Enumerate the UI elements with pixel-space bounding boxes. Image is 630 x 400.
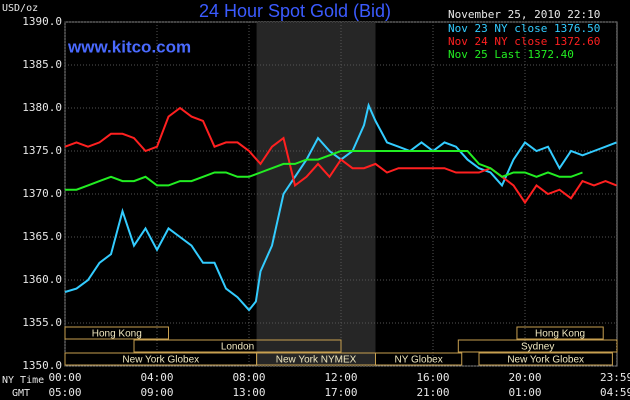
session-label: New York Globex (122, 355, 199, 366)
series-line (65, 150, 583, 191)
x2-tick-label: 13:00 (232, 386, 265, 399)
y-axis-label: USD/oz (2, 3, 38, 14)
session-box (64, 326, 169, 340)
session-label: New York Globex (507, 355, 584, 366)
session-label: Hong Kong (535, 329, 585, 340)
x-tick-label: 16:00 (416, 371, 449, 384)
x-axis-label: NY Time (2, 375, 44, 386)
session-box (375, 352, 463, 366)
x2-tick-label: 09:00 (140, 386, 173, 399)
x2-tick-label: 05:00 (48, 386, 81, 399)
y-tick-label: 1385.0 (22, 58, 62, 71)
session-box (133, 339, 342, 353)
legend-entry: Nov 24 NY close 1372.60 (448, 35, 600, 48)
x-tick-label: 00:00 (48, 371, 81, 384)
y-tick-label: 1380.0 (22, 101, 62, 114)
legend-entry: Nov 23 NY close 1376.50 (448, 22, 600, 35)
y-tick-label: 1375.0 (22, 144, 62, 157)
session-box (478, 352, 613, 366)
x2-tick-label: 21:00 (416, 386, 449, 399)
series-line (64, 106, 617, 205)
session-label: NY Globex (395, 355, 443, 366)
chart-title: 24 Hour Spot Gold (Bid) (199, 1, 391, 21)
timestamp: November 25, 2010 22:10 (448, 8, 600, 21)
x-tick-label: 12:00 (324, 371, 357, 384)
x-tick-label: 20:00 (508, 371, 541, 384)
session-label: Hong Kong (92, 329, 142, 340)
y-tick-label: 1350.0 (22, 359, 62, 372)
website: www.kitco.com (67, 37, 191, 56)
session-highlight (256, 22, 376, 366)
x2-tick-label: 04:59 (600, 386, 630, 399)
x-tick-label: 23:59 (600, 371, 630, 384)
session-box (457, 339, 618, 353)
x2-tick-label: 17:00 (324, 386, 357, 399)
y-tick-label: 1360.0 (22, 273, 62, 286)
session-label: Sydney (521, 342, 554, 353)
x-tick-label: 04:00 (140, 371, 173, 384)
x-tick-label: 08:00 (232, 371, 265, 384)
y-tick-label: 1355.0 (22, 316, 62, 329)
session-label: New York NYMEX (276, 355, 357, 366)
x2-axis-label: GMT (12, 388, 30, 399)
session-label: London (221, 342, 254, 353)
legend-entry: Nov 25 Last 1372.40 (448, 48, 574, 61)
x2-tick-label: 01:00 (508, 386, 541, 399)
y-tick-label: 1370.0 (22, 187, 62, 200)
session-box (516, 326, 604, 340)
y-tick-label: 1365.0 (22, 230, 62, 243)
y-tick-label: 1390.0 (22, 15, 62, 28)
